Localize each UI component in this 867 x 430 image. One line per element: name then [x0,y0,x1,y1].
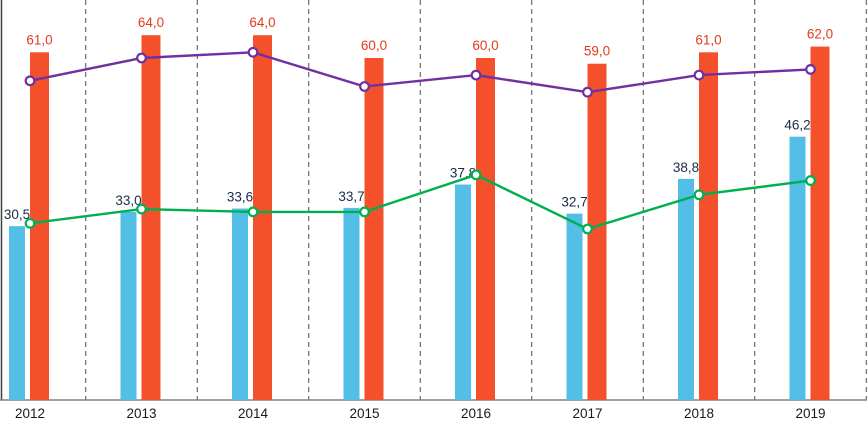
blue-bar-value-label: 30,5 [4,207,30,222]
red-bar [30,52,49,401]
purple-line-marker [136,52,147,64]
blue-bar [455,184,471,400]
red-bar [253,35,272,400]
purple-line-marker [693,69,705,81]
purple-line-marker [247,46,259,58]
red-bar-value-label: 59,0 [584,44,610,59]
green-line-marker [359,206,370,218]
green-line-marker [136,203,147,215]
x-tick-label: 2017 [572,406,602,421]
x-tick-label: 2014 [238,406,269,421]
red-bar-value-label: 60,0 [361,38,387,53]
blue-bar [343,207,360,400]
green-line-marker [470,169,482,181]
red-bar-value-label: 64,0 [249,15,275,30]
green-line-marker [693,189,705,201]
blue-bar-value-label: 46,2 [784,118,810,133]
red-bar [476,58,495,400]
purple-line-marker [805,63,816,75]
blue-bar [678,178,694,400]
red-bar-value-label: 61,0 [26,32,52,47]
purple-line [29,51,811,94]
x-tick-label: 2013 [126,406,156,421]
blue-bar [120,211,137,400]
red-bar-value-label: 61,0 [695,32,721,47]
blue-bar [566,213,583,400]
purple-line-marker [582,86,593,98]
x-tick-label: 2018 [684,406,714,421]
x-tick-label: 2016 [461,406,491,421]
x-tick-label: 2012 [15,406,45,421]
red-bar [364,58,384,400]
blue-bar-value-label: 33,6 [227,189,253,204]
green-line-marker [24,217,36,229]
x-tick-label: 2015 [349,406,379,421]
purple-line-marker [470,69,482,81]
green-line-marker [582,223,593,235]
red-bar-value-label: 60,0 [472,38,498,53]
green-line-marker [247,206,259,218]
blue-bar-value-label: 38,8 [673,160,699,175]
red-bar [699,52,718,401]
blue-bar [9,226,25,400]
red-bar [141,35,161,400]
green-line [29,173,811,231]
blue-bar-value-label: 33,0 [115,193,141,208]
blue-bar-value-label: 33,7 [338,189,364,204]
red-bar [587,63,607,400]
blue-bar [789,136,806,400]
blue-bar-value-label: 32,7 [561,195,587,210]
green-line-marker [805,175,816,186]
x-tick-label: 2019 [795,406,825,421]
red-bar-value-label: 64,0 [138,15,164,30]
blue-bar [232,208,248,400]
red-bar-value-label: 62,0 [807,27,833,42]
purple-line-marker [24,75,36,87]
red-bar [810,46,830,400]
purple-line-marker [359,81,370,92]
